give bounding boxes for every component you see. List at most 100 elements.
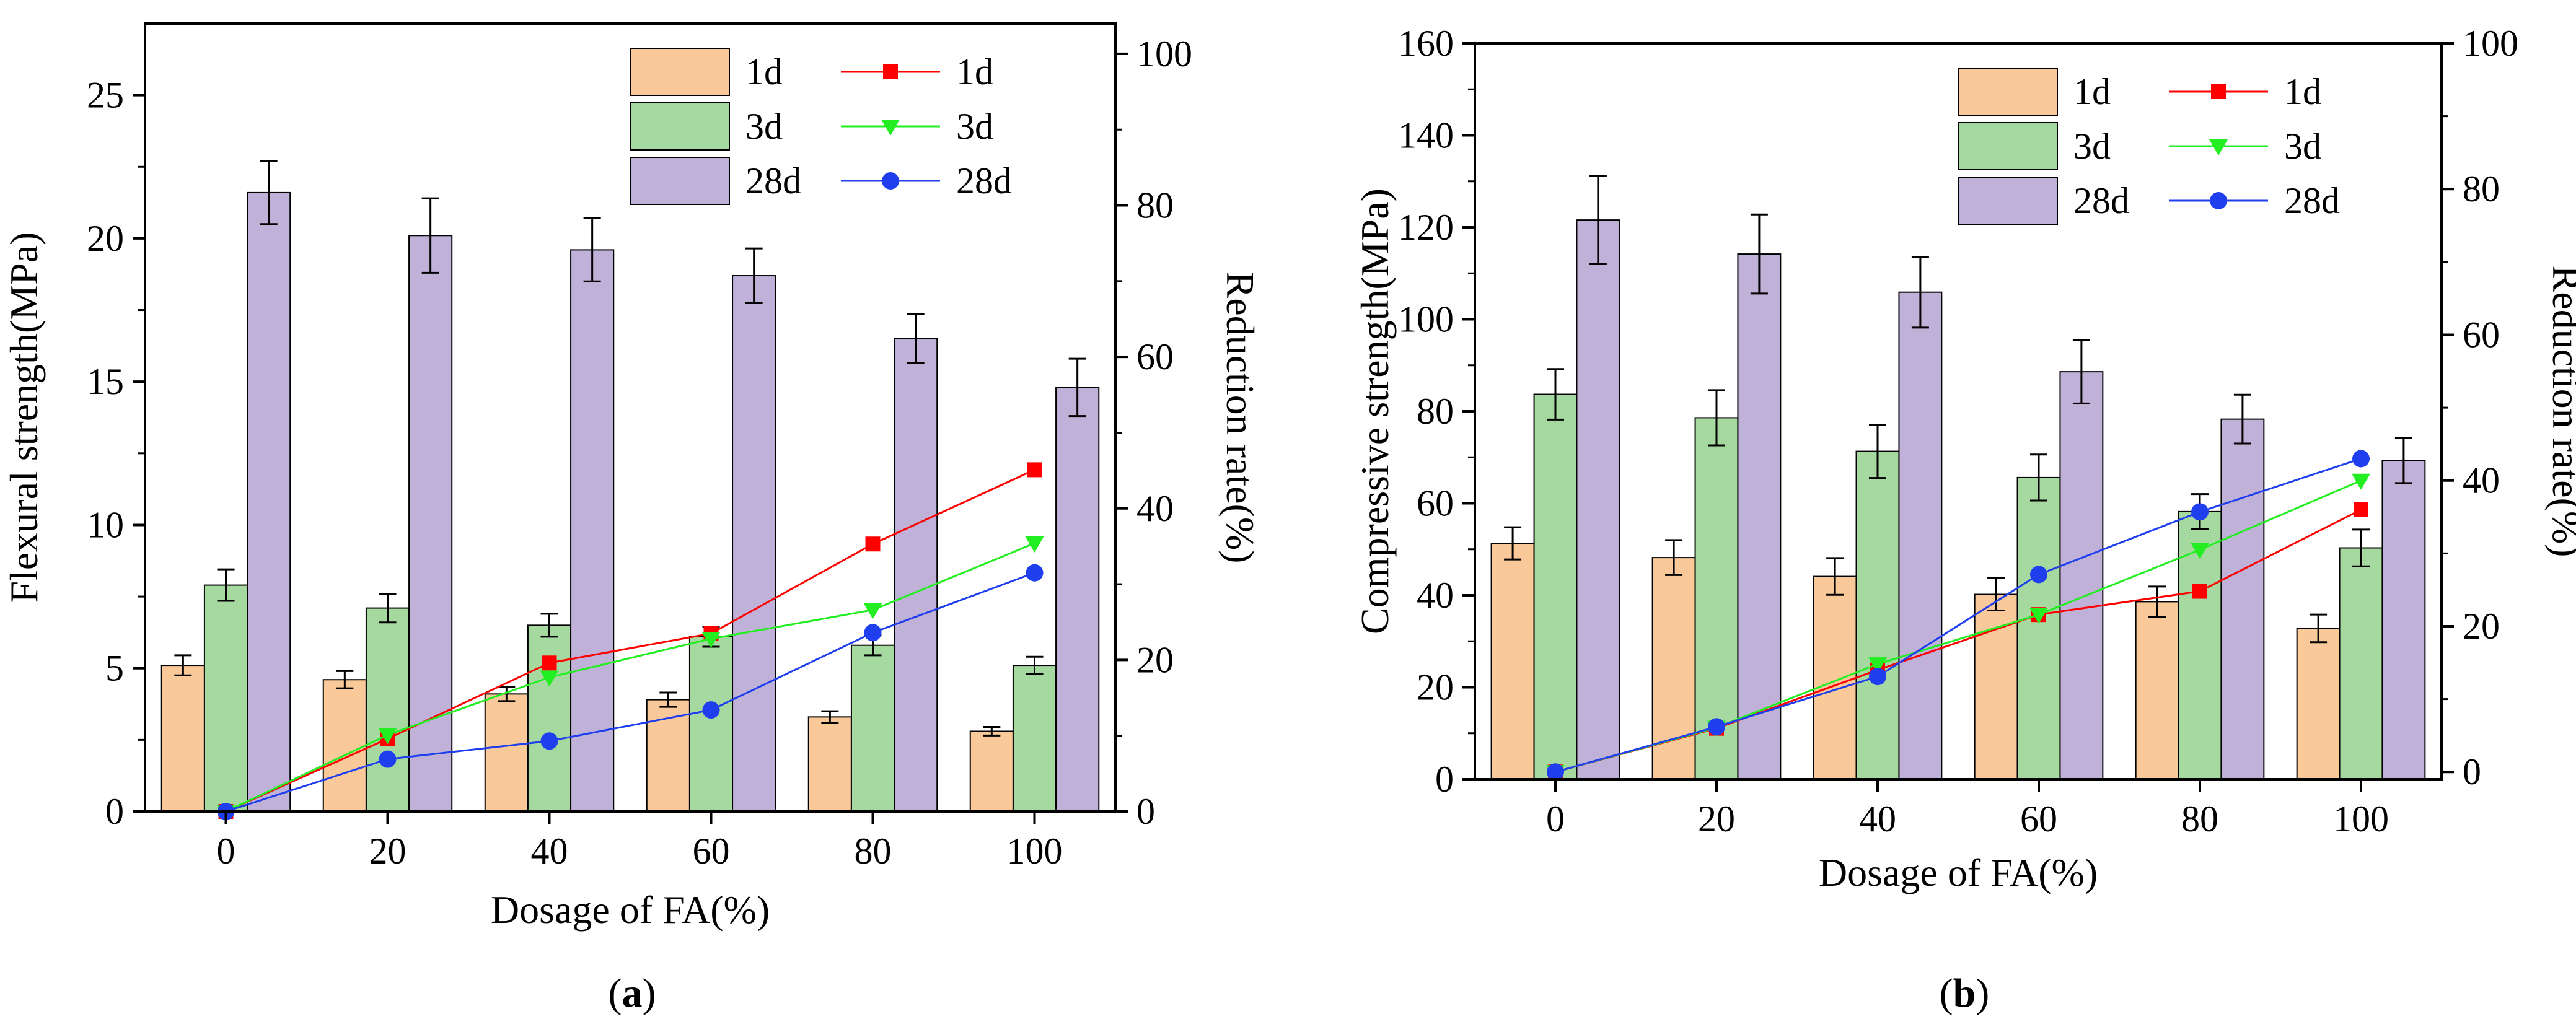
panel1-y2-tick-label-80: 80	[1136, 185, 1174, 226]
panel1-legend-label-bar-1d: 1d	[745, 51, 783, 92]
panel2-error-bar-1d-80	[2148, 585, 2166, 618]
panel1-error-bar-28d-20	[421, 197, 439, 274]
panel2-y2-tick-label-60: 60	[2463, 314, 2500, 355]
panel1-error-bar-1d-20	[336, 670, 354, 689]
panel2-y2-tick-label-100: 100	[2463, 23, 2518, 64]
panel2-legend-swatch-1d	[1958, 68, 2058, 116]
panel2-x-tick-label-60: 60	[2020, 798, 2057, 839]
panel1-error-bar-1d-40	[498, 686, 516, 702]
panel2-point-3d-40	[1868, 657, 1887, 674]
panel2-y2-tick-label-80: 80	[2463, 168, 2500, 209]
panel1-line-3d	[225, 542, 1035, 813]
panel2-bar-1d-100	[2296, 628, 2341, 781]
panel2-bar-3d-0	[1533, 393, 1578, 780]
panel2-y-tick-label-120: 120	[1398, 207, 1454, 248]
panel2-bar-28d-20	[1737, 253, 1782, 780]
panel1-error-bar-1d-0	[174, 654, 192, 676]
panel2-x-tick-label-20: 20	[1698, 798, 1735, 839]
panel1-bar-3d-40	[527, 624, 572, 812]
panel1-bar-3d-60	[688, 636, 734, 813]
panel1-legend-marker-28d	[882, 172, 899, 190]
panel2-error-bar-28d-100	[2394, 437, 2412, 484]
panel2-point-28d-40	[1869, 668, 1886, 686]
panel2-point-3d-60	[2029, 608, 2048, 624]
panel2-error-bar-28d-80	[2233, 393, 2251, 445]
panel1-error-bar-28d-40	[583, 217, 601, 282]
panel2-point-28d-0	[1547, 763, 1564, 781]
panel1-bar-28d-100	[1055, 387, 1100, 812]
panel2-point-28d-80	[2191, 503, 2209, 521]
panel1-x-tick-label-40: 40	[531, 831, 568, 872]
panel1-point-3d-100	[1025, 536, 1044, 553]
panel1-x-tick-label-80: 80	[855, 831, 892, 872]
panel2-point-1d-100	[2354, 502, 2368, 517]
panel1-legend-swatch-3d	[630, 102, 730, 151]
panel2-point-1d-80	[2192, 584, 2207, 599]
panel1-bar-3d-0	[203, 584, 248, 813]
panel1-legend-swatch-28d	[630, 157, 730, 205]
panel1-bar-1d-60	[646, 699, 690, 813]
panel2-bar-28d-100	[2381, 460, 2426, 780]
panel2-error-bar-1d-40	[1826, 557, 1844, 596]
panel1-point-28d-60	[702, 701, 720, 719]
panel2-point-3d-100	[2352, 473, 2370, 490]
panel1-point-1d-80	[865, 536, 881, 552]
panel2-bar-28d-60	[2059, 371, 2104, 780]
panel2-error-bar-28d-0	[1589, 175, 1607, 265]
panel1-line-28d	[226, 572, 1035, 813]
panel1-error-bar-3d-0	[217, 568, 235, 602]
panel1-legend-label-bar-28d: 28d	[745, 160, 801, 201]
panel1-y2-tick-label-0: 0	[1136, 791, 1155, 832]
panel2-error-bar-3d-0	[1547, 368, 1564, 421]
panel1-x-axis-title: Dosage of FA(%)	[491, 888, 770, 932]
panel2-bar-1d-60	[1974, 593, 2018, 780]
panel2-bar-1d-20	[1651, 557, 1696, 780]
panel2-y2-tick-label-20: 20	[2463, 606, 2500, 647]
panel1-bar-1d-80	[807, 716, 852, 812]
panel1-point-3d-40	[540, 670, 559, 687]
panel1-legend-label-bar-3d: 3d	[745, 106, 783, 147]
panel1-error-bar-1d-100	[983, 726, 1001, 737]
panel1-error-bar-1d-60	[659, 691, 677, 708]
panel1-bar-3d-80	[850, 644, 895, 812]
panel1-point-1d-100	[1027, 462, 1042, 478]
panel2-error-bar-28d-60	[2072, 339, 2090, 404]
panel1-error-bar-28d-100	[1068, 357, 1086, 418]
panel2-legend-swatch-3d	[1958, 122, 2058, 170]
panel2-point-28d-20	[1708, 718, 1725, 736]
panel1-legend-marker-3d	[881, 120, 900, 136]
panel1-bar-1d-20	[322, 679, 367, 813]
panel1-x-tick-label-0: 0	[217, 831, 235, 872]
panel1-point-3d-80	[863, 603, 882, 619]
panel2-x-tick-label-0: 0	[1546, 798, 1565, 839]
panel1-legend-swatch-1d	[630, 48, 730, 96]
panel1-line-1d	[225, 469, 1035, 813]
panel1-y-tick-label-15: 15	[87, 361, 124, 402]
panel2-legend-marker-1d	[2211, 84, 2226, 99]
panel2-legend-marker-3d	[2209, 139, 2228, 155]
panel1-legend-label-line-28d: 28d	[956, 160, 1012, 201]
panel2-y-tick-label-20: 20	[1417, 667, 1454, 708]
panel1-plot-frame	[144, 22, 1117, 813]
panel2-bar-1d-40	[1813, 575, 1857, 780]
panel1-bar-3d-100	[1012, 665, 1057, 812]
panel1-error-bar-3d-20	[379, 592, 397, 624]
panel2-error-bar-28d-40	[1911, 256, 1929, 329]
panel2-y-tick-label-80: 80	[1417, 391, 1454, 432]
panel-label-a: (a)	[609, 971, 656, 1016]
panel-label-b: (b)	[1940, 971, 1990, 1016]
panel2-legend-marker-28d	[2210, 192, 2227, 209]
panel1-bar-28d-60	[732, 275, 776, 813]
panel1-error-bar-28d-0	[260, 160, 278, 225]
panel2-y-tick-label-60: 60	[1417, 483, 1454, 524]
panel1-point-1d-40	[542, 655, 557, 671]
panel1-x-tick-label-100: 100	[1007, 831, 1063, 872]
panel2-x-tick-label-80: 80	[2181, 798, 2218, 839]
panel1-bar-1d-100	[969, 730, 1014, 813]
panel2-y-tick-label-140: 140	[1398, 115, 1454, 156]
panel1-point-3d-60	[701, 632, 721, 649]
panel2-error-bar-1d-60	[1987, 577, 2005, 612]
panel2-y-tick-label-160: 160	[1398, 23, 1454, 64]
panel1-y-tick-label-25: 25	[87, 75, 124, 116]
panel2-error-bar-3d-20	[1708, 389, 1725, 447]
